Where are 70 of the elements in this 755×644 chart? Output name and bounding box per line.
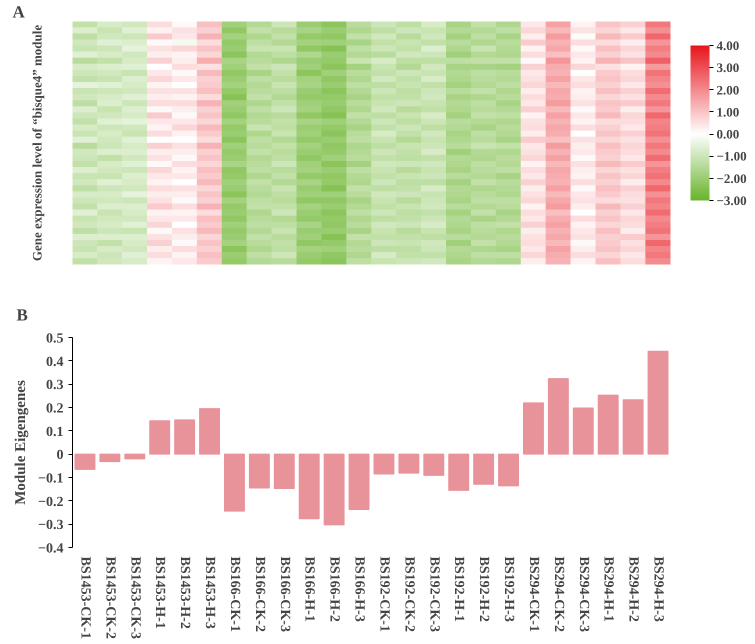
x-tick-label: BS166-CK-2	[252, 556, 267, 632]
color-bar-label: 4.00	[716, 38, 740, 53]
y-tick-label: −0.1	[38, 472, 64, 486]
chart-title: B	[16, 306, 28, 324]
y-tick-label: 0	[56, 448, 64, 464]
y-tick-label: 0.5	[46, 332, 64, 346]
y-axis-title: Module Eigengenes	[13, 380, 30, 505]
x-tick-label: BS192-H-2	[476, 556, 492, 622]
bar	[274, 454, 295, 489]
bar	[423, 454, 444, 476]
x-tick-label: BS294-CK-2	[550, 556, 566, 632]
x-tick-label: BS192-CK-1	[376, 556, 392, 632]
y-tick-label: 0.2	[46, 402, 64, 416]
x-tick-label: BS294-H-3	[650, 556, 666, 622]
bar	[572, 407, 594, 455]
bar	[622, 399, 644, 455]
x-tick-label: BS1453-H-3	[202, 556, 218, 629]
y-tick-label: 0.1	[46, 424, 64, 440]
x-tick-label: BS1453-H-1	[152, 556, 168, 629]
bar	[149, 420, 170, 455]
bar	[74, 454, 96, 470]
bar	[324, 454, 345, 526]
bar	[473, 454, 494, 485]
x-tick-label: BS294-CK-3	[576, 556, 591, 632]
bar	[598, 394, 619, 455]
bar	[224, 454, 245, 512]
x-tick-label: BS294-H-1	[600, 556, 616, 622]
color-bar-label: −3.00	[716, 193, 747, 208]
y-tick-label: −0.2	[38, 494, 64, 510]
x-tick-label: BS1453-H-2	[177, 556, 192, 629]
bar	[124, 454, 146, 460]
x-tick-label: BS192-CK-2	[401, 556, 416, 632]
y-tick-label: −0.4	[38, 542, 64, 556]
color-bar-label: 3.00	[716, 60, 740, 76]
bar	[99, 454, 120, 462]
x-tick-label: BS294-H-2	[626, 556, 641, 622]
y-tick-label: −0.3	[38, 518, 64, 534]
bar	[548, 378, 569, 455]
chart-title: A	[12, 2, 26, 22]
bar	[373, 454, 394, 474]
bar	[348, 454, 370, 510]
y-tick-label: 0.4	[46, 354, 64, 370]
x-tick-label: BS192-H-1	[451, 556, 466, 622]
color-bar-label: 0.00	[716, 126, 740, 142]
x-tick-label: BS294-CK-1	[526, 556, 541, 632]
y-tick-label: 0.3	[46, 378, 64, 394]
bar	[522, 402, 544, 455]
color-bar-label: −1.00	[716, 148, 747, 164]
color-bar-label: 1.00	[716, 104, 740, 120]
x-tick-label: BS192-H-3	[501, 556, 516, 622]
color-bar-label: −2.00	[716, 170, 747, 186]
bar	[199, 408, 220, 455]
bar	[398, 454, 420, 474]
x-tick-label: BS166-H-2	[326, 556, 342, 622]
x-tick-label: BS1453-CK-1	[77, 556, 92, 639]
x-tick-label: BS166-CK-1	[226, 556, 242, 632]
bar	[448, 454, 470, 491]
bar	[648, 350, 669, 455]
bar	[498, 454, 520, 486]
color-bar-label: 2.00	[716, 82, 740, 98]
y-axis-title: Gene expression level of “bisque4” module	[30, 24, 44, 262]
x-tick-label: BS1453-CK-3	[127, 556, 142, 639]
x-tick-label: BS1453-CK-2	[102, 556, 118, 639]
x-tick-label: BS166-CK-3	[276, 556, 292, 632]
x-tick-label: BS166-H-1	[302, 556, 317, 622]
x-tick-label: BS192-CK-3	[426, 556, 442, 632]
x-tick-label: BS166-H-3	[352, 556, 367, 622]
bar	[298, 454, 320, 520]
bar	[248, 454, 270, 488]
bar	[174, 419, 196, 455]
